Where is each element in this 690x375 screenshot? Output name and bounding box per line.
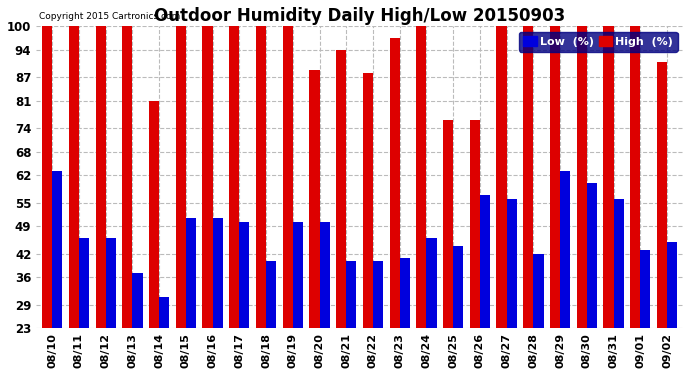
Bar [293, 222, 303, 328]
Bar [550, 27, 560, 328]
Text: Copyright 2015 Cartronics.com: Copyright 2015 Cartronics.com [39, 12, 180, 21]
Bar [213, 218, 223, 328]
Bar [256, 27, 266, 328]
Bar [42, 27, 52, 328]
Bar [283, 27, 293, 328]
Bar [229, 27, 239, 328]
Bar [309, 70, 319, 328]
Bar [106, 238, 116, 328]
Title: Outdoor Humidity Daily High/Low 20150903: Outdoor Humidity Daily High/Low 20150903 [154, 7, 565, 25]
Bar [630, 27, 640, 328]
Bar [416, 27, 426, 328]
Bar [497, 27, 506, 328]
Bar [640, 250, 651, 328]
Bar [506, 199, 517, 328]
Bar [443, 120, 453, 328]
Bar [560, 171, 570, 328]
Bar [577, 27, 586, 328]
Bar [52, 171, 62, 328]
Bar [453, 246, 463, 328]
Bar [426, 238, 437, 328]
Bar [390, 38, 400, 328]
Bar [480, 195, 490, 328]
Bar [336, 50, 346, 328]
Bar [122, 27, 132, 328]
Bar [346, 261, 357, 328]
Bar [132, 273, 143, 328]
Bar [470, 120, 480, 328]
Bar [69, 27, 79, 328]
Bar [363, 74, 373, 328]
Bar [319, 222, 330, 328]
Bar [667, 242, 677, 328]
Bar [523, 27, 533, 328]
Bar [176, 27, 186, 328]
Bar [373, 261, 383, 328]
Bar [603, 27, 613, 328]
Bar [202, 27, 213, 328]
Bar [95, 27, 106, 328]
Bar [149, 101, 159, 328]
Bar [266, 261, 276, 328]
Bar [613, 199, 624, 328]
Bar [533, 254, 544, 328]
Bar [159, 297, 169, 328]
Bar [586, 183, 597, 328]
Legend: Low  (%), High  (%): Low (%), High (%) [519, 32, 678, 52]
Bar [239, 222, 250, 328]
Bar [400, 258, 410, 328]
Bar [186, 218, 196, 328]
Bar [79, 238, 89, 328]
Bar [657, 62, 667, 328]
